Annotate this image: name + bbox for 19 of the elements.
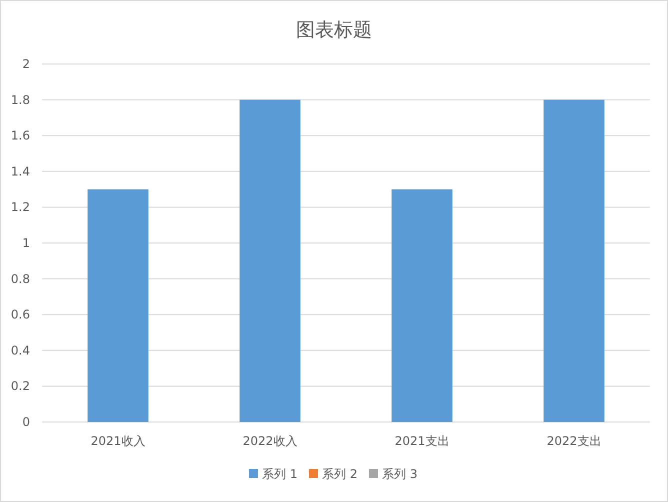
x-tick-label: 2021收入 — [90, 434, 146, 448]
y-tick-label: 1.8 — [10, 92, 30, 107]
y-tick-label: 1 — [22, 236, 30, 250]
legend-label: 系列 1 — [262, 467, 298, 481]
legend-label: 系列 2 — [322, 467, 358, 481]
y-tick-label: 0.8 — [10, 272, 30, 286]
x-tick-label: 2022收入 — [242, 434, 298, 448]
y-tick-label: 2 — [22, 57, 30, 71]
chart-title: 图表标题 — [296, 19, 372, 41]
y-tick-label: 0.4 — [10, 343, 30, 358]
legend-label: 系列 3 — [382, 467, 418, 481]
y-tick-label: 1.4 — [10, 164, 30, 178]
x-tick-label: 2022支出 — [546, 434, 602, 448]
y-tick-label: 1.2 — [10, 200, 30, 214]
y-tick-label: 0.6 — [10, 308, 30, 322]
x-tick-label: 2021支出 — [394, 434, 450, 448]
y-tick-label: 1.6 — [10, 128, 30, 143]
y-tick-label: 0 — [22, 415, 30, 429]
y-tick-label: 0.2 — [10, 379, 30, 394]
